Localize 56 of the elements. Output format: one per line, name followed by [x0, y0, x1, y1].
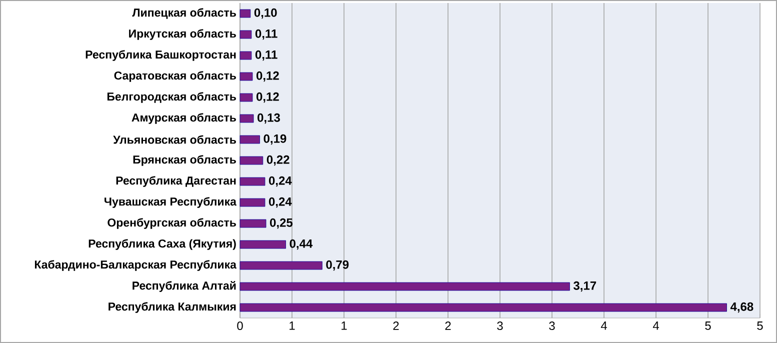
y-tick-label: Республика Башкортостан: [86, 50, 236, 61]
x-tick-label: 3: [549, 322, 555, 330]
bar: [240, 9, 251, 18]
data-label: 0,24: [268, 176, 292, 187]
y-tick-label: Республика Саха (Якутия): [88, 239, 236, 250]
y-tick-label: Липецкая область: [132, 8, 236, 19]
y-tick-label: Республика Алтай: [132, 281, 236, 292]
data-label: 3,17: [573, 281, 596, 292]
bar: [240, 30, 252, 39]
data-label: 0,24: [268, 197, 292, 208]
bar: [240, 198, 266, 207]
bar: [240, 72, 253, 81]
data-label: 0,79: [326, 260, 349, 271]
y-tick-label: Белгородская область: [107, 92, 236, 103]
x-tick-label: 0: [237, 322, 243, 330]
bar: [240, 240, 286, 249]
y-tick-label: Ульяновская область: [113, 135, 236, 144]
data-label: 0,13: [258, 113, 280, 124]
y-tick-label: Амурская область: [132, 113, 236, 124]
x-tick-label: 5: [757, 322, 763, 330]
x-tick-label: 1: [342, 322, 347, 330]
data-label: 0,12: [256, 71, 279, 82]
bar: [240, 135, 260, 144]
x-tick-label: 4: [600, 322, 607, 330]
y-tick-label: Республика Дагестан: [116, 176, 236, 187]
data-label: 0,12: [256, 92, 279, 103]
data-label: 4,68: [730, 302, 754, 313]
data-label: 0,10: [254, 8, 277, 19]
x-tick-label: 1: [290, 322, 295, 330]
x-tick-label: 2: [445, 322, 451, 330]
data-label: 0,11: [255, 29, 278, 40]
y-tick-label: Кабардино-Балкарская Республика: [34, 260, 237, 271]
data-label: 0,11: [255, 50, 278, 61]
bar: [240, 282, 570, 291]
data-label: 0,25: [270, 218, 293, 229]
bar: [240, 114, 254, 123]
x-tick-label: 4: [652, 322, 659, 330]
data-label: 0,22: [266, 155, 290, 166]
y-tick-label: Саратовская область: [114, 71, 236, 82]
bar: [240, 261, 322, 270]
x-tick-label: 3: [497, 322, 503, 330]
bar: [240, 51, 252, 60]
y-tick-label: Брянская область: [133, 155, 236, 166]
data-label: 0,19: [264, 134, 286, 145]
bar: [240, 93, 253, 102]
bar: [240, 303, 727, 312]
y-tick-label: Республика Калмыкия: [108, 302, 236, 313]
data-label: 0,44: [290, 239, 313, 250]
y-tick-label: Оренбургская область: [108, 218, 236, 229]
x-tick-label: 2: [393, 322, 399, 330]
bar: [240, 177, 266, 186]
y-tick-label: Иркутская область: [129, 29, 236, 40]
y-tick-label: Чувашская Республика: [104, 197, 237, 208]
bar: [240, 156, 264, 165]
bar: [240, 219, 266, 228]
x-tick-label: 5: [705, 322, 711, 330]
